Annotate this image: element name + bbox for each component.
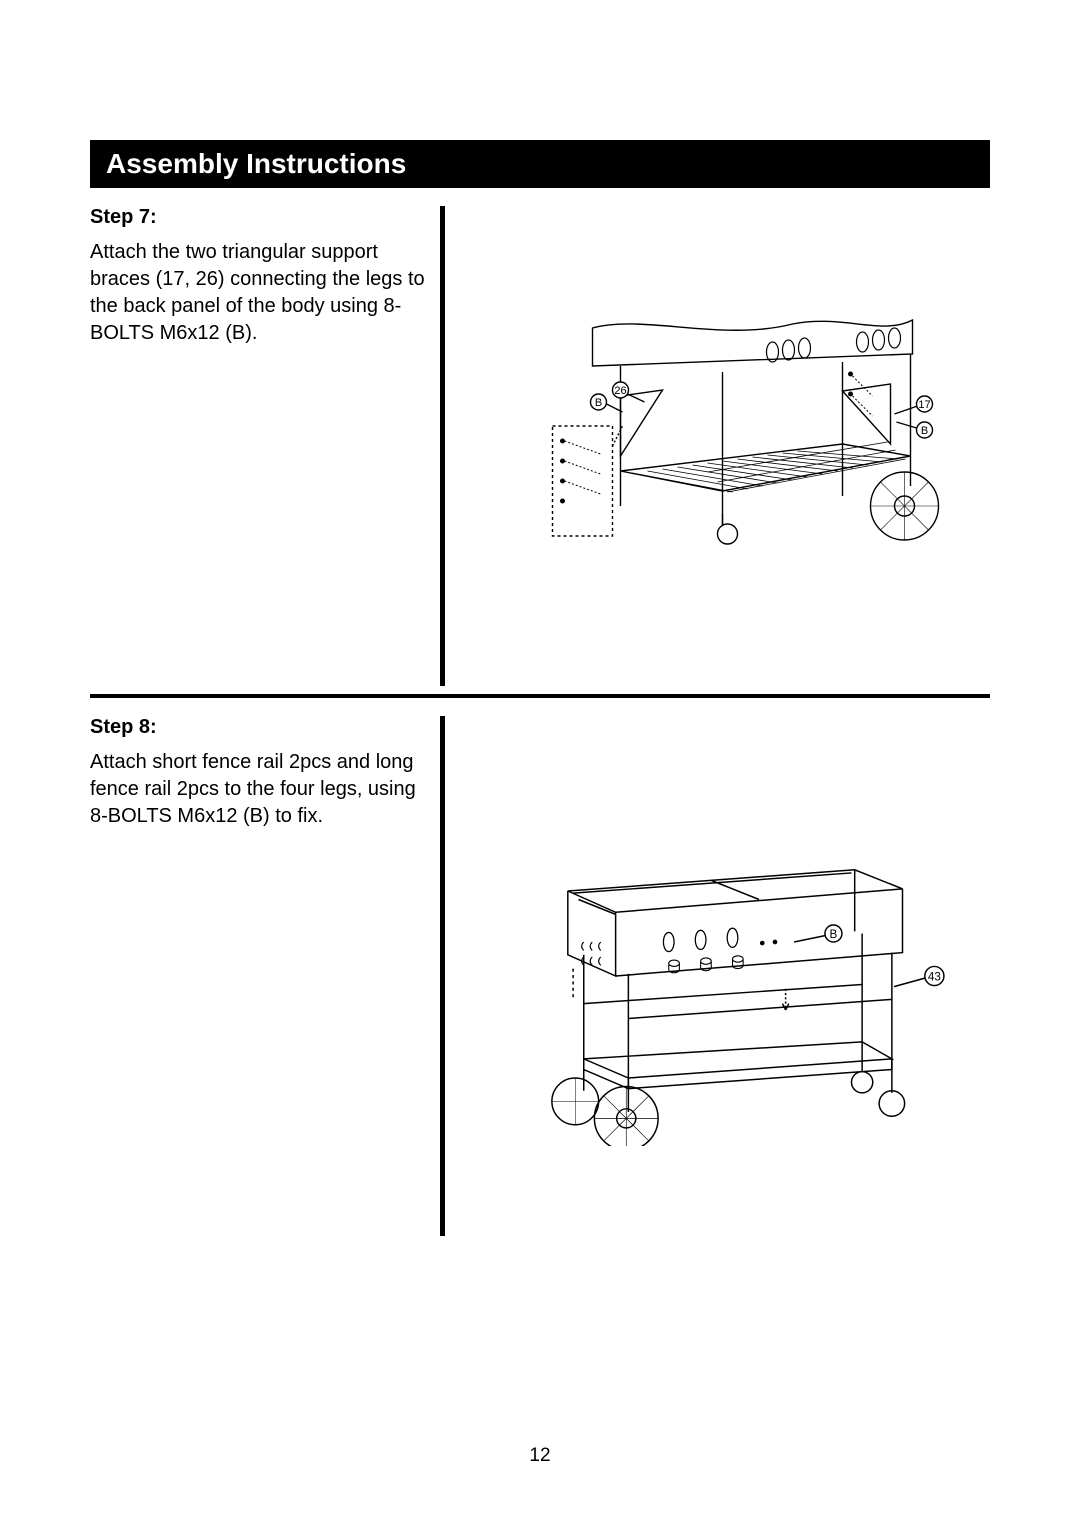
step-7-title: Step 7: [90, 206, 426, 229]
callout-43: 43 [928, 970, 941, 983]
callout-B-right: B [921, 425, 928, 437]
step-8-diagram-col: B 43 [440, 716, 990, 1236]
step-8-title: Step 8: [90, 716, 426, 739]
step-7-area: Step 7: Attach the two triangular suppor… [90, 188, 990, 686]
step-8-body: Attach short fence rail 2pcs and long fe… [90, 749, 426, 830]
page: Assembly Instructions Step 7: Attach the… [0, 0, 1080, 1527]
step-8-text-col: Step 8: Attach short fence rail 2pcs and… [90, 716, 440, 1236]
callout-17: 17 [918, 399, 930, 411]
callout-B-left: B [595, 397, 602, 409]
step-7-diagram: B 26 17 B [475, 296, 990, 596]
page-number: 12 [0, 1445, 1080, 1467]
step-8-area: Step 8: Attach short fence rail 2pcs and… [90, 698, 990, 1236]
step-8-diagram: B 43 [475, 806, 990, 1146]
section-header: Assembly Instructions [90, 140, 990, 188]
step-7-text-col: Step 7: Attach the two triangular suppor… [90, 206, 440, 686]
step-7-diagram-col: B 26 17 B [440, 206, 990, 686]
callout-B: B [830, 928, 838, 941]
callout-26: 26 [614, 385, 626, 397]
step-7-body: Attach the two triangular support braces… [90, 239, 426, 347]
section-header-title: Assembly Instructions [106, 148, 406, 179]
